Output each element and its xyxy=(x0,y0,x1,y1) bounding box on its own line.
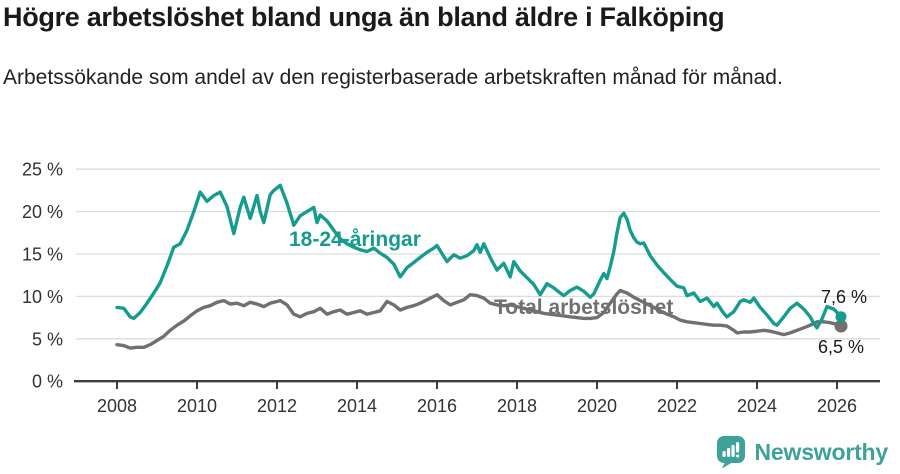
series-line-total-arbetslöshet xyxy=(115,288,843,350)
series-line-18-24-åringar xyxy=(115,183,843,330)
x-axis-tick-label: 2026 xyxy=(817,396,857,416)
y-axis-tick-label: 15 % xyxy=(22,245,63,265)
y-axis-tick-label: 20 % xyxy=(22,202,63,222)
series-end-dot-18-24-åringar xyxy=(835,311,847,323)
x-axis-tick-label: 2008 xyxy=(97,396,137,416)
newsworthy-speech-bubble-bar-chart-icon xyxy=(716,436,745,469)
end-value-label-18-24-åringar: 7,6 % xyxy=(821,287,867,307)
y-axis-tick-label: 10 % xyxy=(22,287,63,307)
x-axis-tick-label: 2022 xyxy=(657,396,697,416)
x-axis-tick-label: 2024 xyxy=(737,396,777,416)
y-axis-tick-label: 0 % xyxy=(32,372,63,392)
brand-name: Newsworthy xyxy=(754,438,889,465)
y-axis-tick-label: 5 % xyxy=(32,329,63,349)
series-label-total-arbetslöshet: Total arbetslöshet xyxy=(494,296,673,319)
x-axis-tick-label: 2014 xyxy=(337,396,377,416)
series-label-18-24-åringar: 18-24-åringar xyxy=(289,228,421,251)
x-axis-tick-label: 2018 xyxy=(497,396,537,416)
page-title: Högre arbetslöshet bland unga än bland ä… xyxy=(3,2,725,32)
newsworthy-branding: Newsworthy xyxy=(716,435,888,469)
x-axis-tick-label: 2020 xyxy=(577,396,617,416)
x-axis-tick-label: 2010 xyxy=(177,396,217,416)
x-axis-tick-label: 2012 xyxy=(257,396,297,416)
series-end-dot-total-arbetslöshet xyxy=(834,319,848,333)
x-axis-tick-label: 2016 xyxy=(417,396,457,416)
chart-subtitle: Arbetssökande som andel av den registerb… xyxy=(3,66,783,89)
y-axis-tick-label: 25 % xyxy=(22,160,63,180)
end-value-label-total-arbetslöshet: 6,5 % xyxy=(818,337,864,357)
